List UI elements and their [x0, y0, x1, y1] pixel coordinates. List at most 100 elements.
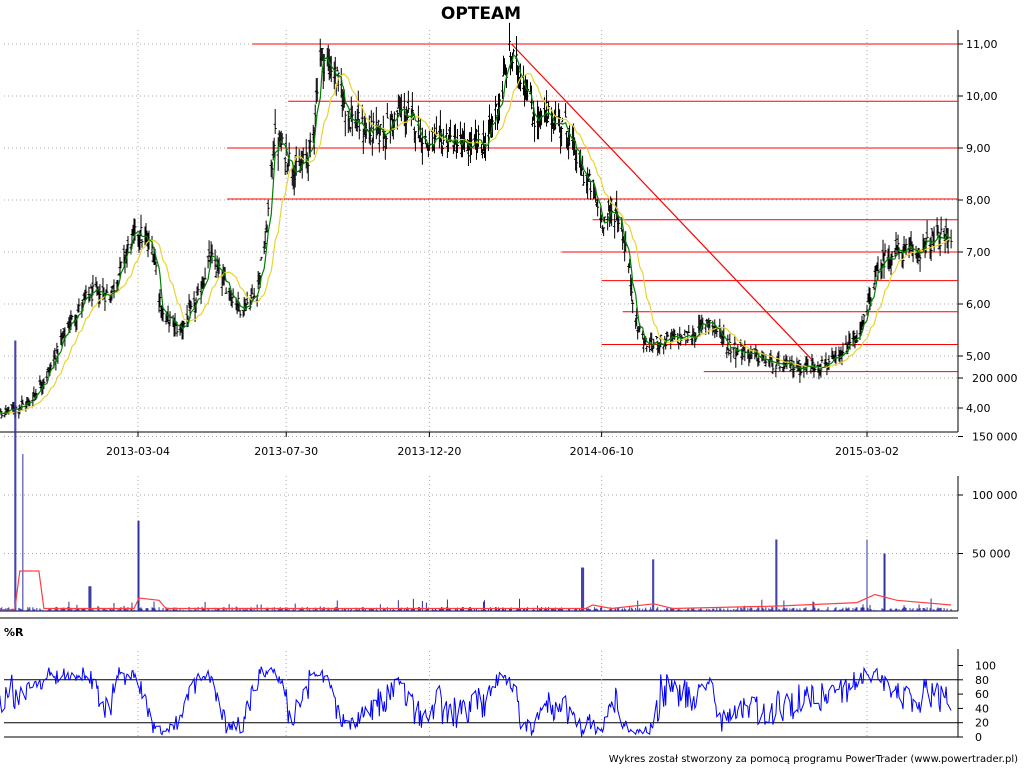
ohlc-bar — [733, 335, 737, 346]
ohlc-bar — [238, 310, 242, 318]
ohlc-bar — [939, 216, 943, 235]
volume-bars — [0, 340, 952, 612]
ohlc-bar — [385, 102, 389, 119]
ohlc-bar — [420, 127, 424, 165]
ohlc-bar — [122, 244, 126, 265]
ohlc-bar — [98, 284, 102, 304]
ohlc-bar — [192, 291, 196, 308]
ohlc-bar — [732, 347, 736, 359]
ohlc-bar — [645, 345, 649, 352]
moving-average-long-line — [0, 72, 952, 414]
ohlc-bar — [294, 146, 298, 176]
ohlc-bar — [91, 274, 95, 296]
ohlc-bar — [210, 244, 214, 264]
ohlc-bar — [494, 103, 498, 107]
ohlc-bar — [84, 285, 88, 300]
ohlc-bar — [335, 66, 339, 72]
price-y-tick-label: 11,00 — [966, 38, 998, 51]
ohlc-bar — [918, 254, 922, 272]
ohlc-bar — [224, 287, 228, 294]
ohlc-bar — [207, 240, 211, 257]
ohlc-bar — [167, 321, 171, 333]
volume-average-line — [0, 570, 952, 611]
wr-y-tick-label: 20 — [975, 717, 989, 730]
ohlc-bar — [286, 158, 290, 172]
ohlc-bar — [666, 331, 670, 338]
ohlc-bar — [266, 199, 270, 217]
volume-pane: 50 000 100 000 150 000 200 000 — [0, 340, 1018, 619]
ohlc-bar — [564, 103, 568, 118]
ohlc-bar — [480, 149, 484, 159]
ohlc-bar — [348, 126, 352, 133]
ohlc-bar — [189, 301, 193, 310]
ohlc-bar — [214, 271, 218, 279]
price-y-tick-label: 10,00 — [966, 90, 998, 103]
ohlc-bar — [301, 147, 305, 164]
ohlc-bar — [827, 355, 831, 371]
ohlc-bar — [406, 90, 410, 114]
ohlc-bar — [133, 218, 137, 241]
ohlc-bar — [413, 131, 417, 152]
ohlc-bar — [683, 329, 687, 336]
price-x-tick-label: 2013-03-04 — [106, 445, 170, 458]
ohlc-bars — [0, 22, 953, 419]
chart-title: OPTEAM — [441, 4, 521, 24]
ohlc-bar — [621, 229, 625, 250]
ohlc-bar — [580, 163, 584, 176]
price-x-tick-label: 2014-06-10 — [570, 445, 634, 458]
ohlc-bar — [687, 325, 691, 334]
ohlc-bar — [70, 314, 74, 320]
ohlc-bar — [512, 48, 516, 55]
price-x-tick-label: 2015-03-02 — [835, 445, 899, 458]
ohlc-bar — [778, 365, 782, 372]
ohlc-bar — [259, 256, 263, 261]
ohlc-bar — [112, 279, 116, 299]
wr-y-tick-label: 80 — [975, 674, 989, 687]
ohlc-bar — [547, 101, 551, 119]
ohlc-bar — [729, 347, 733, 363]
ohlc-bar — [440, 145, 444, 157]
ohlc-bar — [922, 238, 926, 251]
volume-y-tick-label: 100 000 — [972, 489, 1018, 502]
ohlc-bar — [196, 283, 200, 296]
wr-y-tick-label: 60 — [975, 688, 989, 701]
ohlc-bar — [42, 378, 46, 390]
ohlc-bar — [630, 277, 634, 302]
ohlc-bar — [741, 346, 745, 360]
ohlc-bar — [677, 342, 681, 350]
ohlc-bar — [841, 342, 845, 356]
ohlc-bar — [392, 111, 396, 130]
ohlc-bar — [560, 126, 564, 147]
ohlc-bar — [369, 110, 373, 129]
ohlc-bar — [119, 261, 123, 269]
ohlc-bar — [53, 348, 57, 360]
ohlc-bar — [862, 313, 866, 325]
ohlc-bar — [617, 215, 621, 232]
ohlc-bar — [343, 110, 347, 137]
ohlc-bar — [929, 236, 933, 262]
ohlc-bar — [315, 77, 319, 102]
ohlc-bar — [708, 319, 712, 329]
ohlc-bar — [565, 130, 569, 149]
ohlc-bar — [673, 329, 677, 340]
ohlc-bar — [182, 321, 186, 327]
ohlc-bar — [453, 123, 457, 145]
williams-r-line — [0, 666, 952, 737]
ohlc-bar — [336, 72, 340, 92]
ohlc-bar — [802, 365, 806, 378]
ohlc-bar — [893, 247, 897, 257]
ohlc-bar — [497, 93, 501, 121]
ohlc-bar — [49, 362, 53, 371]
ohlc-bar — [96, 286, 100, 295]
ohlc-bar — [546, 115, 550, 123]
price-y-tick-label: 6,00 — [966, 298, 991, 311]
moving-average-short-line — [0, 53, 952, 415]
williams-r-label: %R — [4, 626, 24, 639]
ohlc-bar — [602, 227, 606, 237]
ohlc-bar — [589, 180, 593, 200]
ohlc-bar — [206, 255, 210, 269]
footer-credit: Wykres został stworzony za pomocą progra… — [609, 754, 1018, 765]
ohlc-bar — [844, 335, 848, 345]
price-y-tick-label: 8,00 — [966, 194, 991, 207]
